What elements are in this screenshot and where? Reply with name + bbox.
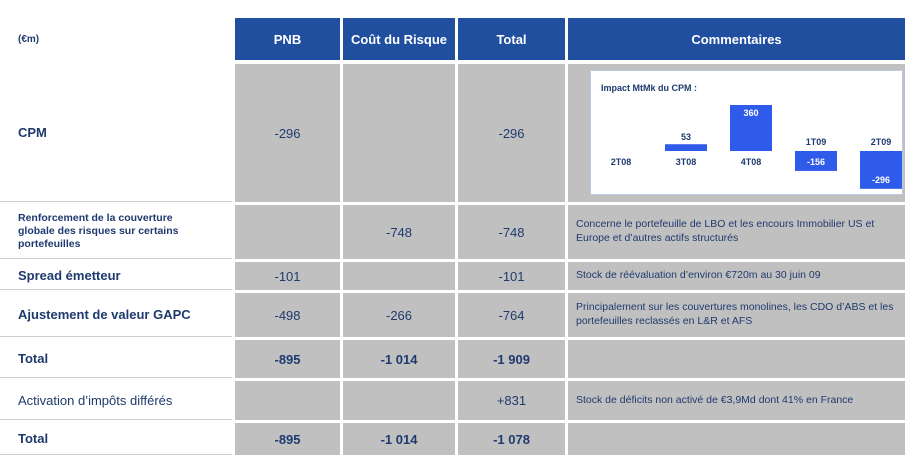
bar bbox=[860, 151, 902, 189]
row-label: Spread émetteur bbox=[0, 262, 232, 290]
cell-value bbox=[343, 262, 455, 290]
category-label: 2T09 bbox=[871, 137, 892, 147]
cell-value: -1 078 bbox=[458, 423, 565, 455]
category-label: 1T09 bbox=[806, 137, 827, 147]
cell-value bbox=[343, 64, 455, 202]
column-header: Coût du Risque bbox=[343, 18, 455, 60]
cell-value bbox=[235, 381, 340, 420]
cell-value: -296 bbox=[235, 64, 340, 202]
cell-value: -895 bbox=[235, 423, 340, 455]
comment-cell bbox=[568, 340, 905, 378]
cell-value: -101 bbox=[235, 262, 340, 290]
category-label: 2T08 bbox=[611, 157, 632, 167]
row-label: Total bbox=[0, 340, 232, 378]
category-label: 4T08 bbox=[741, 157, 762, 167]
bar bbox=[795, 151, 837, 171]
bar bbox=[730, 105, 772, 151]
category-label: 3T08 bbox=[676, 157, 697, 167]
cell-value: -748 bbox=[458, 205, 565, 259]
cell-value: -1 014 bbox=[343, 340, 455, 378]
comment-cell bbox=[568, 423, 905, 455]
cell-value: -748 bbox=[343, 205, 455, 259]
comment: Stock de déficits non activé de €3,9Md d… bbox=[568, 381, 905, 420]
row-label: CPM bbox=[0, 64, 232, 202]
column-header: Commentaires bbox=[568, 18, 905, 60]
comment: Principalement sur les couvertures monol… bbox=[568, 293, 905, 337]
value-label: -296 bbox=[872, 175, 890, 185]
value-label: -156 bbox=[807, 157, 825, 167]
chart-title: Impact MtMk du CPM : bbox=[601, 83, 697, 93]
cell-value bbox=[235, 205, 340, 259]
comment: Concerne le portefeuille de LBO et les e… bbox=[568, 205, 905, 259]
cell-value: -1 014 bbox=[343, 423, 455, 455]
row-label: Activation d’impôts différés bbox=[0, 381, 232, 420]
cell-value: -296 bbox=[458, 64, 565, 202]
row-label: Ajustement de valeur GAPC bbox=[0, 293, 232, 337]
cell-value bbox=[343, 381, 455, 420]
value-label: 53 bbox=[681, 132, 691, 142]
cell-value: -764 bbox=[458, 293, 565, 337]
comment: Stock de réévaluation d’environ €720m au… bbox=[568, 262, 905, 290]
cell-value: -498 bbox=[235, 293, 340, 337]
row-label: Renforcement de la couverture globale de… bbox=[0, 205, 232, 259]
cell-value: -101 bbox=[458, 262, 565, 290]
cell-value: +831 bbox=[458, 381, 565, 420]
cell-value: -266 bbox=[343, 293, 455, 337]
cell-value: -1 909 bbox=[458, 340, 565, 378]
column-header: PNB bbox=[235, 18, 340, 60]
value-label: 360 bbox=[743, 108, 758, 118]
bar bbox=[665, 144, 707, 151]
unit-label: (€m) bbox=[18, 33, 40, 45]
cell-value: -895 bbox=[235, 340, 340, 378]
column-header: Total bbox=[458, 18, 565, 60]
row-label: Total bbox=[0, 423, 232, 455]
mini-chart: Impact MtMk du CPM : 2T08 3T08 53 4T08 360 1T0… bbox=[590, 70, 903, 195]
